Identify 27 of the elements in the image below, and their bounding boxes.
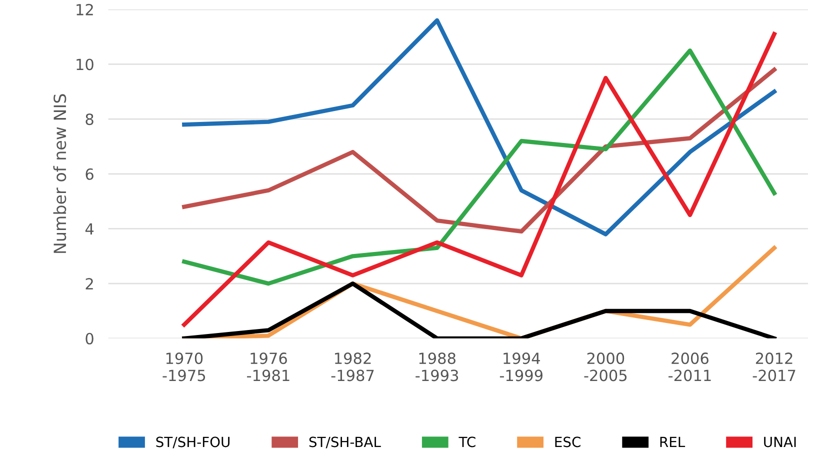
line-series	[182, 32, 776, 327]
y-tick-label: 4	[85, 223, 94, 235]
y-tick-label: 10	[76, 58, 94, 70]
y-tick-label: 12	[76, 4, 93, 16]
legend-label: ST/SH-BAL	[309, 436, 381, 448]
legend-label: UNAI	[764, 436, 796, 448]
y-tick-label: 2	[86, 278, 93, 290]
legend-label: ESC	[555, 436, 580, 448]
y-axis-title: Number of new NIS	[53, 94, 66, 253]
legend-label: REL	[660, 436, 686, 447]
x-tick-label: 1982 -1987	[331, 352, 374, 382]
x-tick-label: 2000 -2005	[584, 352, 627, 382]
y-tick-label: 6	[86, 168, 94, 180]
x-tick-label: 2012 -2017	[752, 352, 796, 382]
line-series	[182, 18, 776, 236]
legend-label: TC	[458, 436, 476, 448]
line-series	[182, 48, 776, 286]
x-tick-label: 1970 -1975	[162, 352, 206, 382]
y-tick-label: 8	[86, 114, 94, 126]
line-series	[182, 68, 776, 234]
legend-label: ST/SH-FOU	[156, 436, 230, 448]
y-tick-label: 0	[86, 332, 94, 344]
x-tick-label: 1976 -1981	[247, 352, 290, 382]
x-tick-label: 2006 -2011	[668, 352, 711, 382]
line-series	[182, 281, 776, 338]
x-tick-label: 1988 -1993	[416, 352, 458, 382]
x-tick-label: 1994 -1999	[500, 352, 542, 382]
